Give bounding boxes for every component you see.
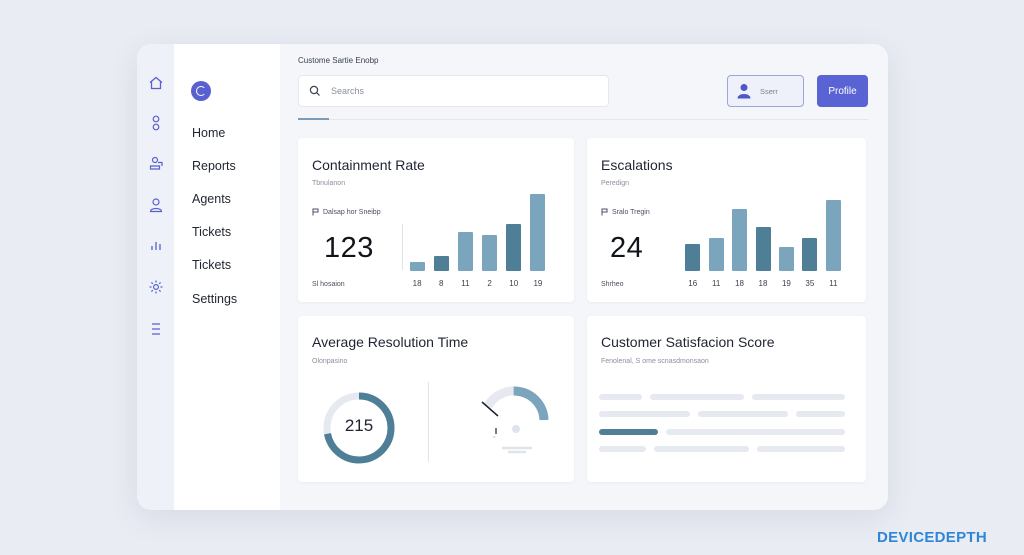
- x-tick-label: 18: [758, 279, 768, 288]
- chart-icon[interactable]: [145, 234, 167, 256]
- card-subtitle: Peredign: [601, 180, 630, 187]
- placeholder-line: [650, 394, 744, 400]
- divider: [402, 224, 403, 270]
- x-tick-label: 11: [829, 279, 838, 288]
- card-title: Containment Rate: [312, 157, 425, 173]
- x-tick-label: 16: [688, 279, 698, 288]
- sidebar-item-home[interactable]: Home: [192, 126, 226, 140]
- escalations-bar-chart: [681, 188, 845, 271]
- x-tick-label: 11: [461, 279, 470, 288]
- containment-rate-card: Containment Rate Tbnulanon Dalsap hor Sn…: [298, 138, 574, 302]
- flag-icon: [312, 208, 319, 216]
- card-title: Escalations: [601, 157, 673, 173]
- placeholder-line: [666, 429, 845, 435]
- placeholder-line: [599, 411, 690, 417]
- card-meta-label: Sralo Tregin: [612, 208, 650, 216]
- sidebar-item-tickets[interactable]: Tickets: [192, 225, 232, 239]
- flag-icon: [601, 208, 608, 216]
- x-tick-label: 8: [439, 279, 444, 288]
- card-meta-label: Dalsap hor Sneibp: [323, 208, 381, 216]
- x-tick-label: 10: [509, 279, 519, 288]
- average-resolution-card: Average Resolution Time Olonpasino 215: [298, 316, 574, 482]
- placeholder-line: [757, 446, 845, 452]
- sidebar-item-reports[interactable]: Reports: [192, 159, 236, 173]
- sidebar-item-settings[interactable]: Settings: [192, 292, 238, 306]
- profile-button[interactable]: Profile: [817, 75, 868, 107]
- bar: [802, 238, 818, 271]
- x-tick-label: 19: [781, 279, 791, 288]
- bar: [685, 244, 701, 271]
- containment-bar-chart: [405, 188, 550, 271]
- card-title: Average Resolution Time: [312, 334, 469, 350]
- card-meta: Dalsap hor Sneibp: [312, 208, 381, 216]
- users-icon[interactable]: [145, 152, 167, 174]
- bar: [708, 238, 724, 271]
- sidebar: Home Reports Agents Tickets Tickets Sett…: [174, 44, 280, 510]
- x-tick-label: 18: [735, 279, 745, 288]
- bar: [530, 193, 546, 271]
- placeholder-line: [698, 411, 788, 417]
- search-box[interactable]: [298, 75, 609, 107]
- highlight-line: [599, 429, 658, 435]
- avatar-icon: [737, 84, 751, 99]
- placeholder-line: [599, 394, 642, 400]
- bar: [409, 262, 425, 271]
- resolution-ring: [323, 392, 395, 464]
- card-meta: Sralo Tregin: [601, 208, 650, 216]
- bar: [732, 208, 748, 271]
- app-logo[interactable]: [191, 81, 211, 101]
- list-icon[interactable]: [145, 318, 167, 340]
- sidebar-item-tickets-2[interactable]: Tickets: [192, 258, 232, 272]
- bar: [755, 226, 771, 271]
- kpi-value: 123: [324, 232, 374, 264]
- user-icon[interactable]: [145, 194, 167, 216]
- tab-divider: [298, 119, 868, 120]
- x-tick-label: 35: [805, 279, 815, 288]
- home-icon[interactable]: [145, 72, 167, 94]
- gear-icon[interactable]: [145, 276, 167, 298]
- sidebar-item-agents[interactable]: Agents: [192, 192, 231, 206]
- resolution-value: 215: [344, 416, 374, 435]
- tag-icon[interactable]: [145, 112, 167, 134]
- bar: [825, 199, 841, 271]
- card-footer: Shrheo: [601, 281, 624, 288]
- placeholder-line: [752, 394, 845, 400]
- placeholder-line: [654, 446, 749, 452]
- escalations-x-axis: 16 11 18 18 19 35 11: [681, 279, 845, 291]
- card-title: Customer Satisfacion Score: [601, 334, 775, 350]
- icon-rail: [137, 44, 174, 510]
- resolution-gauge: [481, 386, 549, 454]
- app-window: Home Reports Agents Tickets Tickets Sett…: [137, 44, 888, 510]
- bar: [457, 232, 473, 271]
- card-subtitle: Fenolenal, S ome scnasdmonsaon: [601, 358, 709, 365]
- main-content: Custome Sartie Enobp Sserr Profile Conta…: [280, 44, 888, 510]
- kpi-value: 24: [610, 232, 644, 264]
- containment-x-axis: 18 8 11 2 10 19: [405, 279, 550, 291]
- card-footer: Sl hosaion: [312, 281, 345, 288]
- x-tick-label: 19: [533, 279, 543, 288]
- x-tick-label: 18: [412, 279, 422, 288]
- x-tick-label: 2: [487, 279, 492, 288]
- breadcrumb: Custome Sartie Enobp: [298, 56, 379, 65]
- bar: [433, 256, 449, 271]
- card-subtitle: Olonpasino: [312, 358, 348, 365]
- search-input[interactable]: [331, 86, 571, 96]
- user-button[interactable]: Sserr: [727, 75, 804, 107]
- bar: [506, 223, 522, 271]
- divider: [428, 382, 429, 462]
- bar: [482, 235, 498, 271]
- devicedepth-logo: DEVICEDEPTH: [877, 529, 987, 546]
- customer-satisfaction-card: Customer Satisfacion Score Fenolenal, S …: [587, 316, 866, 482]
- card-subtitle: Tbnulanon: [312, 180, 346, 187]
- placeholder-line: [796, 411, 845, 417]
- x-tick-label: 11: [711, 279, 721, 288]
- search-icon: [309, 85, 320, 96]
- escalations-card: Escalations Peredign Sralo Tregin 24 Shr…: [587, 138, 866, 302]
- tab-active-indicator: [298, 118, 329, 120]
- bar: [778, 247, 794, 271]
- placeholder-line: [599, 446, 646, 452]
- user-label: Sserr: [760, 86, 778, 96]
- logo-text: DEVICEDEPTH: [877, 529, 987, 546]
